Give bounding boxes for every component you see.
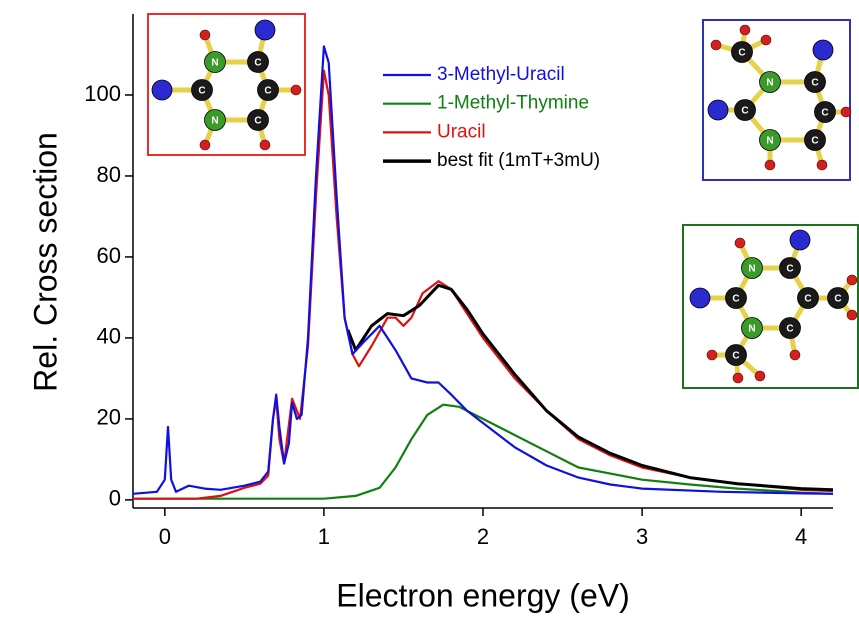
atom-label: C xyxy=(264,86,271,97)
atom xyxy=(790,230,810,250)
atom xyxy=(735,238,745,248)
atom-label: N xyxy=(766,136,773,147)
atom xyxy=(847,310,857,320)
atom xyxy=(260,140,270,150)
atom xyxy=(200,140,210,150)
chart: Rel. Cross section Electron energy (eV) … xyxy=(0,0,859,619)
atom xyxy=(200,30,210,40)
atom-label: C xyxy=(811,136,818,147)
legend-label: best fit (1mT+3mU) xyxy=(437,150,600,171)
atom-label: C xyxy=(738,48,745,59)
y-axis-label: Rel. Cross section xyxy=(27,132,63,392)
atom xyxy=(152,80,172,100)
y-tick-label: 40 xyxy=(97,324,121,349)
atom-label: C xyxy=(741,106,748,117)
x-tick-label: 1 xyxy=(318,524,330,549)
atom xyxy=(690,288,710,308)
atom-label: C xyxy=(804,294,811,305)
atom-label: C xyxy=(254,58,261,69)
atom-label: C xyxy=(821,108,828,119)
series-line xyxy=(133,405,833,499)
y-tick-label: 20 xyxy=(97,405,121,430)
atom-label: C xyxy=(254,116,261,127)
atom xyxy=(291,85,301,95)
atom xyxy=(707,350,717,360)
atom xyxy=(847,275,857,285)
atom-label: C xyxy=(732,351,739,362)
atom xyxy=(790,350,800,360)
x-tick-label: 2 xyxy=(477,524,489,549)
legend-label: 1-Methyl-Thymine xyxy=(437,93,589,114)
atom xyxy=(708,100,728,120)
atom-label: N xyxy=(211,58,218,69)
legend-label: Uracil xyxy=(437,121,486,142)
atom xyxy=(255,20,275,40)
legend-label: 3-Methyl-Uracil xyxy=(437,64,565,85)
y-tick-label: 80 xyxy=(97,162,121,187)
atom xyxy=(755,371,765,381)
inset-frame xyxy=(148,14,305,155)
molecule-inset: C N C C C N xyxy=(148,14,305,155)
atom-label: C xyxy=(198,86,205,97)
x-tick-label: 3 xyxy=(636,524,648,549)
atom-label: N xyxy=(748,264,755,275)
atom xyxy=(841,107,851,117)
x-tick-label: 0 xyxy=(159,524,171,549)
atom xyxy=(761,35,771,45)
atom-label: N xyxy=(766,78,773,89)
atom xyxy=(817,160,827,170)
atom-label: N xyxy=(211,116,218,127)
atom xyxy=(740,25,750,35)
atom xyxy=(711,40,721,50)
molecule-inset: C N C C C N C xyxy=(703,20,851,180)
y-tick-label: 0 xyxy=(109,486,121,511)
atom-label: C xyxy=(786,264,793,275)
atom-label: C xyxy=(786,324,793,335)
molecule-inset: C N C C C N C C xyxy=(683,225,858,388)
y-tick-label: 100 xyxy=(84,81,121,106)
atom-label: C xyxy=(732,294,739,305)
atom xyxy=(765,160,775,170)
x-axis-label: Electron energy (eV) xyxy=(336,577,629,613)
atom xyxy=(733,373,743,383)
atom-label: N xyxy=(748,324,755,335)
atom xyxy=(813,40,833,60)
atom-label: C xyxy=(811,78,818,89)
y-tick-label: 60 xyxy=(97,243,121,268)
atom-label: C xyxy=(834,294,841,305)
x-tick-label: 4 xyxy=(795,524,807,549)
